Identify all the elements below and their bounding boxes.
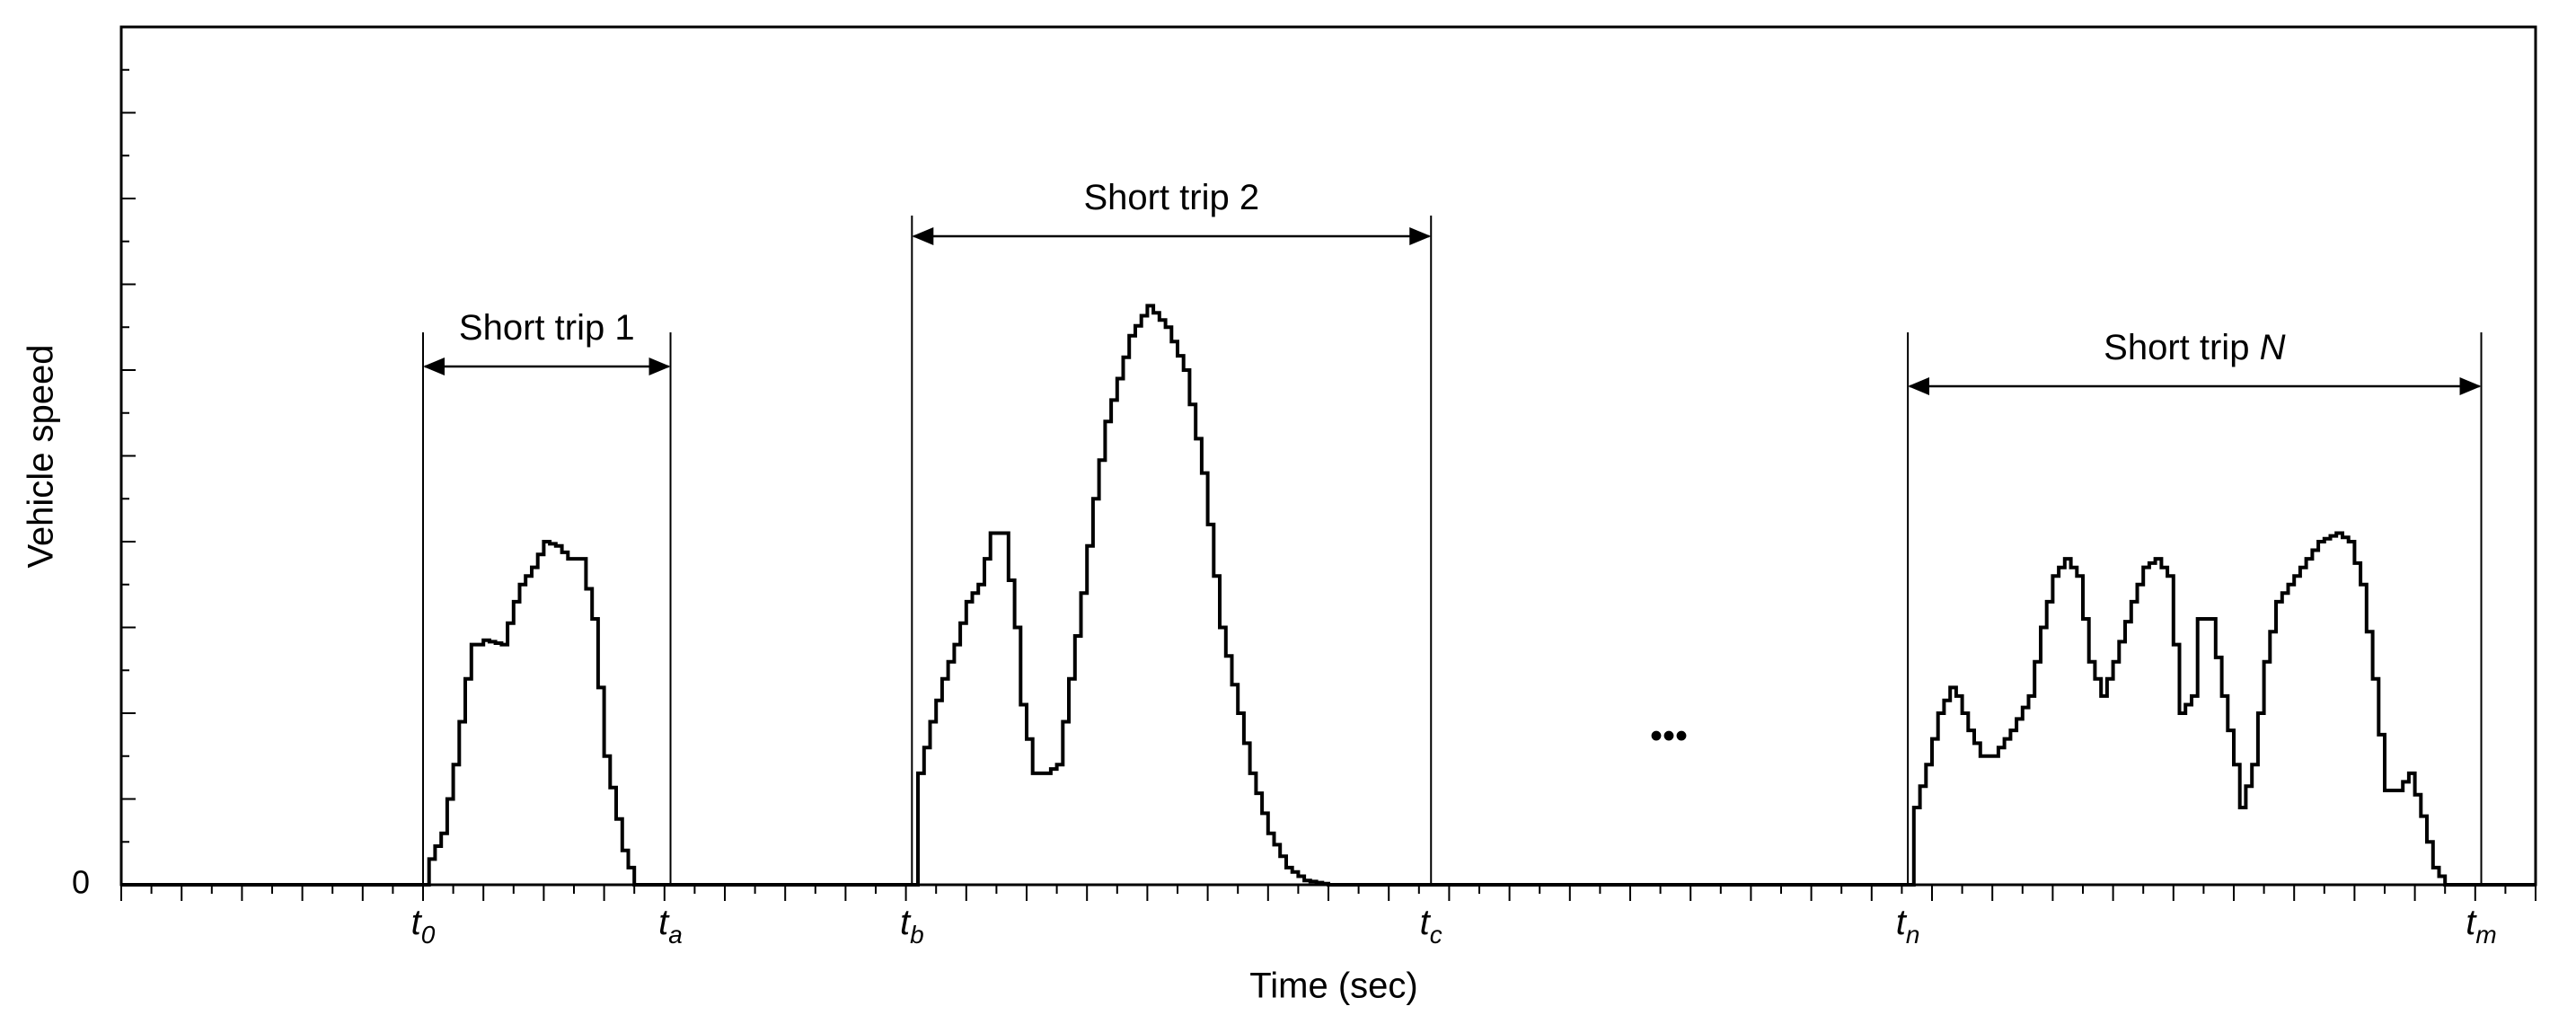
trip-annotations: Short trip 1 Short trip 2 Short trip N (423, 178, 2482, 395)
x-axis-title: Time (sec) (1249, 967, 1417, 1006)
y-axis-ticks (121, 26, 136, 886)
plot-frame (119, 25, 2537, 887)
time-mark-label: t0 (411, 903, 436, 949)
time-mark-label: ta (658, 903, 683, 949)
vehicle-speed-series (121, 304, 2536, 887)
time-mark-label: tm (2466, 903, 2496, 949)
time-mark-label: tn (1896, 903, 1920, 949)
y-tick-label-0: 0 (72, 864, 90, 901)
trip-label: Short trip 2 (1083, 178, 1259, 217)
trip-boundary-lines (422, 216, 2483, 885)
trip-label: Short trip N (2104, 328, 2285, 367)
series-layer (121, 304, 2536, 887)
time-mark-labels: t0 ta tb tc tn tm (411, 903, 2497, 949)
time-mark-label: tc (1420, 903, 1442, 949)
time-mark-label: tb (900, 903, 924, 949)
x-axis-ticks (120, 885, 2536, 901)
y-axis-title: Vehicle speed (22, 344, 61, 568)
ellipsis-marker: ••• (1650, 717, 1688, 756)
trip-label: Short trip 1 (459, 308, 635, 348)
